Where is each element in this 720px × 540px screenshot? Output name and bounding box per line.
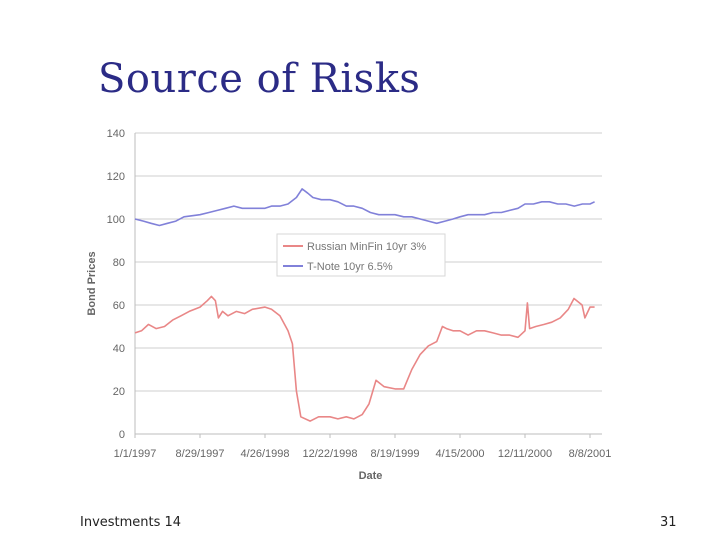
x-tick-label: 4/26/1998: [241, 448, 290, 460]
x-tick-label: 8/29/1997: [176, 448, 225, 460]
series-line-russian-minfin: [134, 295, 595, 422]
y-tick-label: 140: [107, 128, 125, 140]
y-tick-label: 40: [113, 343, 125, 355]
y-axis-title: Bond Prices: [86, 251, 98, 315]
axes: [134, 133, 602, 438]
legend-box: [276, 233, 446, 277]
footer-course-name: Investments 14: [80, 515, 182, 530]
series-line-t-note: [134, 188, 595, 227]
series-lines: [134, 188, 595, 422]
x-tick-labels: 1/1/1997 8/29/1997 4/26/1998 12/22/1998 8/19…: [114, 448, 612, 460]
x-tick-label: 8/19/1999: [371, 448, 420, 460]
x-tick-label: 4/15/2000: [436, 448, 485, 460]
x-axis-title: Date: [359, 470, 383, 482]
y-tick-label: 60: [113, 300, 125, 312]
x-tick-label: 12/11/2000: [498, 448, 552, 460]
y-tick-label: 0: [119, 429, 125, 441]
grid-lines: [135, 132, 602, 435]
legend-label: T-Note 10yr 6.5%: [307, 261, 393, 273]
slide-title: Source of Risks: [98, 56, 421, 102]
y-tick-label: 20: [113, 386, 125, 398]
y-tick-label: 120: [107, 171, 125, 183]
x-tick-label: 12/22/1998: [302, 448, 357, 460]
legend: Russian MinFin 10yr 3% T-Note 10yr 6.5%: [276, 233, 446, 277]
x-tick-label: 8/8/2001: [569, 448, 612, 460]
legend-label: Russian MinFin 10yr 3%: [307, 241, 426, 253]
y-tick-label: 80: [113, 257, 125, 269]
y-tick-label: 100: [107, 214, 125, 226]
page-number: 31: [660, 515, 677, 530]
x-tick-label: 1/1/1997: [114, 448, 157, 460]
y-tick-labels: 0 20 40 60 80 100 120 140: [107, 128, 125, 441]
